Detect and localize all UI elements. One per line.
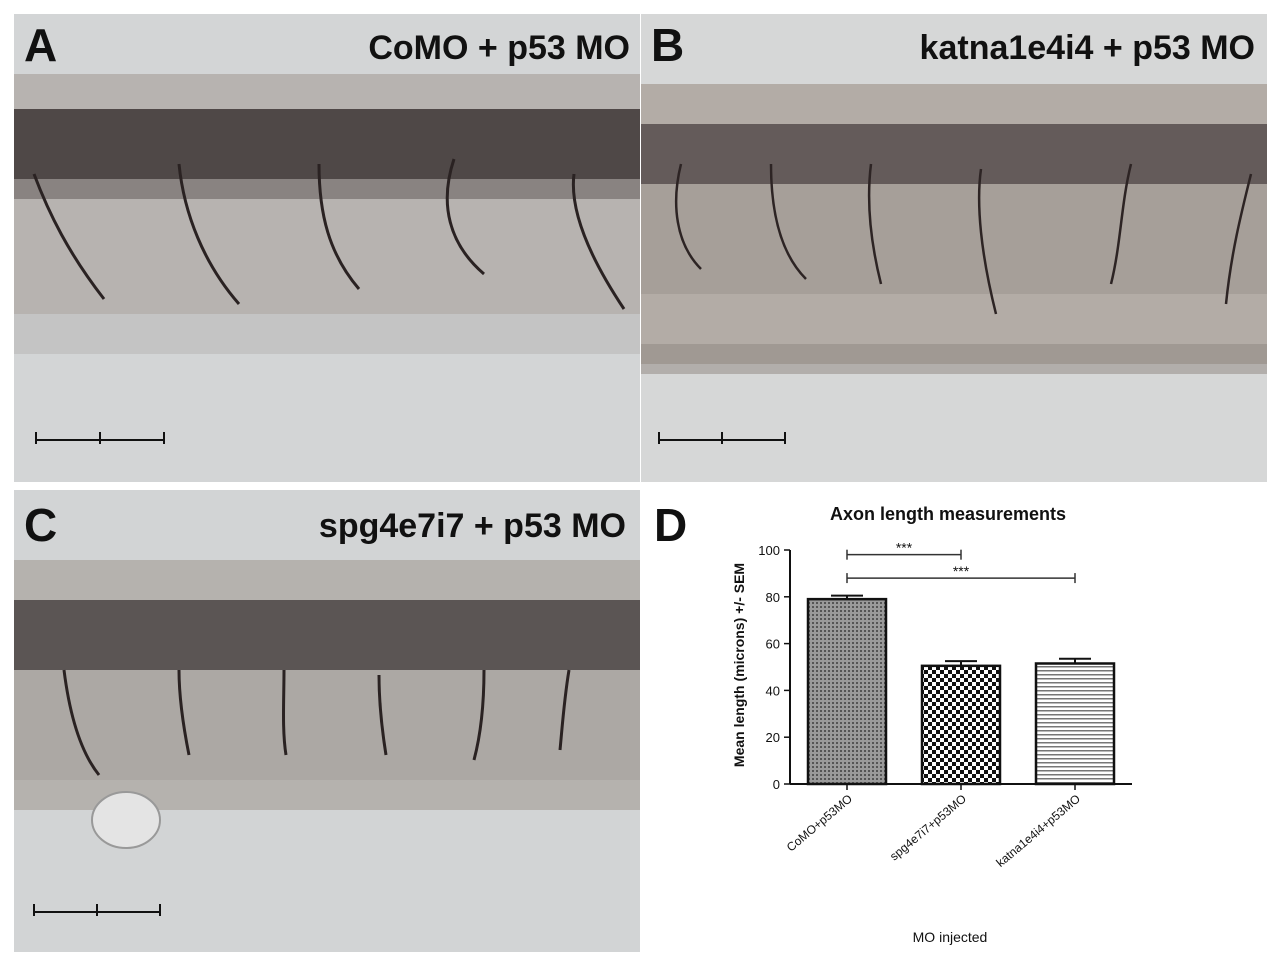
y-tick-label: 0 xyxy=(773,777,780,792)
panel-label-a: A xyxy=(24,19,58,71)
panel-label-d: D xyxy=(654,499,688,551)
x-tick-label: CoMO+p53MO xyxy=(784,792,855,855)
y-tick-label: 60 xyxy=(766,637,780,652)
panel-label-b: B xyxy=(651,19,685,71)
embryo-image-b xyxy=(641,14,1267,482)
x-tick-label: spg4e7i7+p53MO xyxy=(887,792,969,864)
y-axis-label: Mean length (microns) +/- SEM xyxy=(731,563,747,767)
axon-length-bar-chart: Axon length measurements 0 20 40 60 80 100 CoM… xyxy=(731,504,1132,945)
chart-title: Axon length measurements xyxy=(830,504,1066,524)
x-axis-label: MO injected xyxy=(913,929,988,945)
panel-title-b: katna1e4i4 + p53 MO xyxy=(919,29,1255,67)
x-tick-label: katna1e4i4+p53MO xyxy=(993,792,1082,870)
panel-label-c: C xyxy=(24,499,58,551)
scale-bar-b xyxy=(658,432,786,444)
scale-bar-c xyxy=(33,904,161,916)
panel-a-micrograph: A CoMO + p53 MO xyxy=(14,14,640,482)
significance-label: *** xyxy=(953,563,970,579)
panel-d-chart: Axon length measurements 0 20 40 60 80 100 CoM… xyxy=(648,490,1268,960)
y-tick-label: 40 xyxy=(766,683,780,698)
y-tick-label: 80 xyxy=(766,590,780,605)
bar-3 xyxy=(1034,662,1116,786)
panel-title-c: spg4e7i7 + p53 MO xyxy=(318,507,626,545)
embryo-image-c xyxy=(14,490,640,952)
embryo-image-a xyxy=(14,14,640,482)
bar-1 xyxy=(806,597,888,786)
panel-b-micrograph: B katna1e4i4 + p53 MO xyxy=(641,14,1267,482)
significance-label: *** xyxy=(896,540,913,556)
y-tick-label: 100 xyxy=(758,543,780,558)
panel-title-a: CoMO + p53 MO xyxy=(368,29,630,67)
bar-2 xyxy=(920,664,1002,786)
panel-c-micrograph: C spg4e7i7 + p53 MO xyxy=(14,490,640,952)
y-tick-label: 20 xyxy=(766,730,780,745)
plot-area: 0 20 40 60 80 100 CoMO+p53MO spg4e7i7+p53MO katn… xyxy=(758,540,1132,870)
scale-bar-a xyxy=(35,432,165,444)
